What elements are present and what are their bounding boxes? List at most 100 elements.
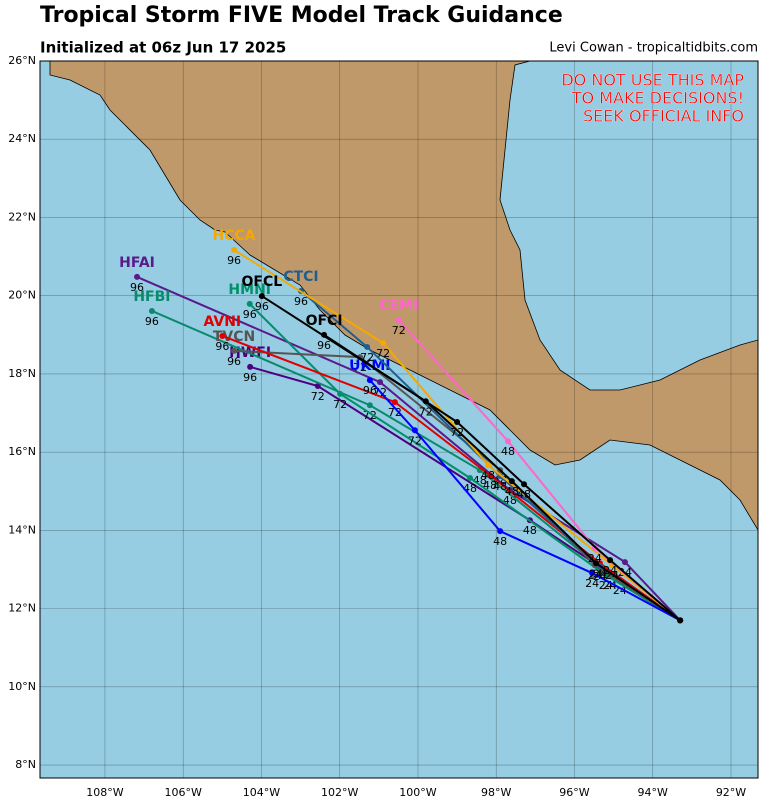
track-point (621, 559, 628, 566)
map-area: 24487296HFAI24487296HWFI24487296HFBI2448… (40, 61, 758, 778)
hour-label: 96 (243, 308, 257, 321)
track-point (593, 560, 600, 567)
model-name: CEMI (379, 298, 418, 314)
hour-label: 48 (523, 524, 537, 537)
x-tick-label: 108°W (86, 786, 123, 799)
model-name: OFCI (306, 313, 343, 329)
hour-label: 48 (493, 480, 507, 493)
hour-label: 48 (517, 488, 531, 501)
track-point (486, 472, 493, 479)
track-point (467, 474, 474, 481)
x-tick-label: 98°W (481, 786, 511, 799)
hour-label: 72 (419, 405, 433, 418)
hour-label: 72 (392, 324, 406, 337)
warning: DO NOT USE THIS MAP (561, 71, 744, 90)
model-name: CTCI (283, 269, 318, 285)
y-tick-label: 26°N (8, 54, 36, 67)
warning: TO MAKE DECISIONS! (571, 89, 744, 108)
track-point (364, 343, 371, 350)
track-point (508, 478, 515, 485)
track-point (134, 273, 141, 280)
warning: SEEK OFFICIAL INFO (583, 107, 744, 126)
track-point (422, 398, 429, 405)
hour-label: 72 (408, 434, 422, 447)
track-point (395, 316, 402, 323)
y-tick-label: 8°N (15, 758, 36, 771)
x-tick-label: 104°W (243, 786, 280, 799)
hour-label: 96 (145, 315, 159, 328)
hour-label: 48 (493, 535, 507, 548)
hour-label: 72 (311, 390, 325, 403)
x-tick-label: 100°W (399, 786, 436, 799)
model-name: AVNI (204, 314, 242, 330)
y-tick-label: 14°N (8, 523, 36, 536)
x-tick-label: 94°W (638, 786, 668, 799)
hour-label: 24 (613, 584, 627, 597)
track-point (677, 617, 684, 624)
hour-label: 96 (215, 340, 229, 353)
track-point (607, 557, 614, 564)
land (49, 61, 758, 531)
hour-label: 72 (353, 361, 367, 374)
hour-label: 48 (505, 485, 519, 498)
track-point (454, 419, 461, 426)
track-point (219, 332, 226, 339)
hour-label: 72 (333, 398, 347, 411)
hour-label: 24 (593, 570, 607, 583)
y-tick-label: 24°N (8, 132, 36, 145)
y-tick-label: 18°N (8, 367, 36, 380)
model-name: TVCN (213, 329, 255, 345)
subtitle: Initialized at 06z Jun 17 2025 (40, 39, 286, 57)
model-name: OFCL (242, 274, 283, 290)
track-point (231, 347, 238, 354)
hour-label: 24 (585, 577, 599, 590)
hour-label: 96 (130, 281, 144, 294)
y-tick-label: 22°N (8, 210, 36, 223)
track-point (391, 399, 398, 406)
track-point (366, 402, 373, 409)
hour-label: 96 (227, 355, 241, 368)
track-point (231, 246, 238, 253)
track-point (247, 363, 254, 370)
hour-label: 96 (363, 384, 377, 397)
track-point (246, 300, 253, 307)
hour-label: 96 (243, 371, 257, 384)
y-tick-label: 16°N (8, 445, 36, 458)
track-point (366, 377, 373, 384)
hour-label: 48 (473, 474, 487, 487)
track-point (377, 379, 384, 386)
track-point (314, 383, 321, 390)
y-tick-label: 20°N (8, 289, 36, 302)
hour-label: 48 (483, 479, 497, 492)
hour-label: 72 (376, 347, 390, 360)
track-point (497, 528, 504, 535)
x-tick-label: 92°W (716, 786, 746, 799)
y-tick-label: 12°N (8, 602, 36, 615)
y-tick-label: 10°N (8, 680, 36, 693)
hour-label: 96 (227, 254, 241, 267)
track-point (504, 438, 511, 445)
map-frame (39, 60, 759, 779)
hour-label: 48 (501, 445, 515, 458)
hour-label: 72 (450, 426, 464, 439)
hour-label: 72 (388, 406, 402, 419)
title: Tropical Storm FIVE Model Track Guidance (40, 3, 563, 28)
x-tick-label: 102°W (321, 786, 358, 799)
x-tick-label: 96°W (559, 786, 589, 799)
track-point (258, 293, 265, 300)
model-name: HFAI (119, 255, 155, 271)
track-point (148, 307, 155, 314)
hour-label: 96 (255, 300, 269, 313)
track-point (589, 570, 596, 577)
track-point (485, 462, 492, 469)
hour-label: 48 (481, 469, 495, 482)
model-name: HFBI (133, 289, 170, 305)
track-point (380, 340, 387, 347)
hour-label: 24 (603, 564, 617, 577)
credit: Levi Cowan - tropicaltidbits.com (549, 41, 758, 56)
x-tick-label: 106°W (165, 786, 202, 799)
model-name: HCCA (213, 228, 256, 244)
track-point (411, 427, 418, 434)
track-point (337, 390, 344, 397)
